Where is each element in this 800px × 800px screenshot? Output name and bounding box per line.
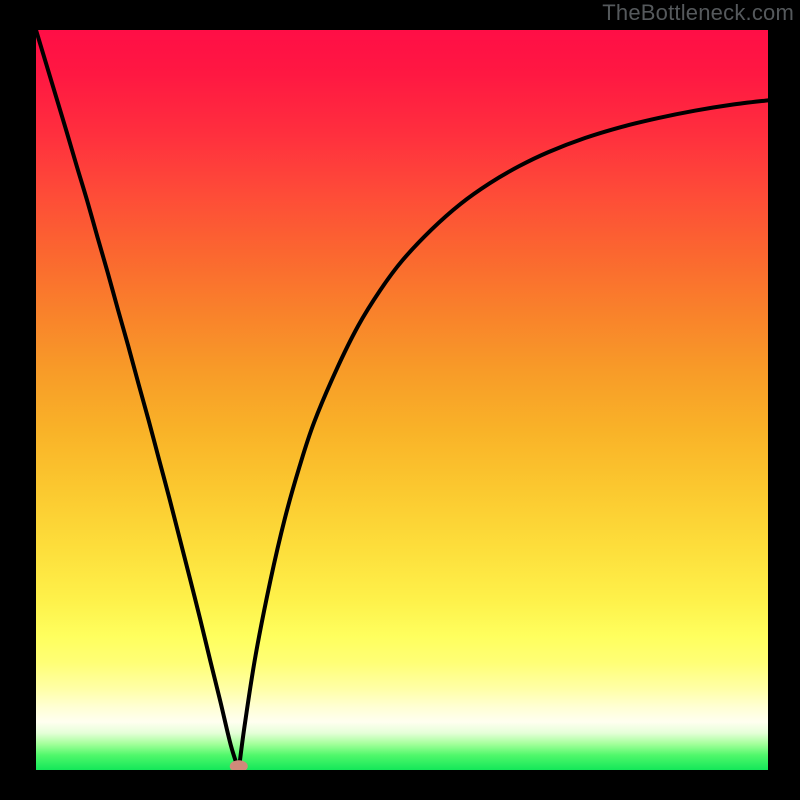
gradient-background — [36, 30, 768, 770]
watermark-text: TheBottleneck.com — [602, 0, 794, 26]
bottleneck-chart — [36, 30, 768, 770]
chart-container: TheBottleneck.com — [0, 0, 800, 800]
